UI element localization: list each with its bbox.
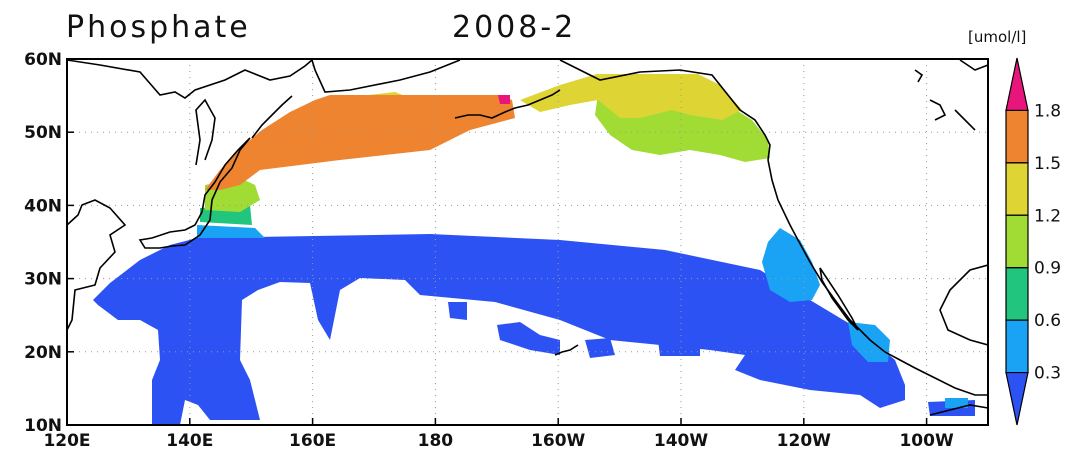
coastline-japan xyxy=(138,137,251,249)
region-blue-patch-d xyxy=(448,302,467,320)
lat-label: 60N xyxy=(24,50,62,70)
colorbar-segment xyxy=(1005,267,1029,321)
coastline-hawaii xyxy=(554,344,579,356)
coastline-kamchatka-sakhalin xyxy=(195,98,216,166)
lon-label: 160W xyxy=(531,431,585,451)
map-title-date: 2008-2 xyxy=(452,10,577,45)
colorbar: 1.8 1.5 1.2 0.9 0.6 0.3 xyxy=(1005,57,1061,426)
lon-label: 160E xyxy=(289,431,336,451)
lon-label: 120E xyxy=(43,431,90,451)
coastline-asia xyxy=(67,199,127,331)
lat-label: 20N xyxy=(24,343,62,363)
region-lightblue-fareast xyxy=(945,398,968,408)
region-blue-patch-c xyxy=(658,340,700,356)
coastline-canada-islands xyxy=(914,59,988,131)
region-orange-north xyxy=(205,95,515,190)
colorbar-segment xyxy=(1005,214,1029,269)
colorbar-segment xyxy=(1005,57,1029,112)
colorbar-segment xyxy=(1005,371,1029,426)
region-lightblue-south xyxy=(848,322,890,362)
coastline-gulf xyxy=(939,264,988,346)
coastline-russia-north xyxy=(67,59,461,99)
lat-label: 50N xyxy=(24,123,62,143)
region-magenta-peak xyxy=(498,95,510,104)
region-blue-band xyxy=(93,234,905,425)
colorbar-units: [umol/l] xyxy=(968,28,1027,46)
lon-label: 100W xyxy=(899,431,953,451)
colorbar-tick-label: 0.3 xyxy=(1034,364,1061,384)
coastline-kuril xyxy=(251,95,293,139)
coastline-central-america xyxy=(929,404,988,416)
coastline-alaska xyxy=(559,59,771,161)
map-title-variable: Phosphate xyxy=(66,10,251,45)
lat-label: 10N xyxy=(24,416,62,436)
map-gridlines xyxy=(67,59,988,425)
region-lightblue-coast xyxy=(762,228,820,302)
coastlines xyxy=(67,59,988,416)
lon-label: 120W xyxy=(777,431,831,451)
map-frame xyxy=(66,58,989,426)
coastline-north-america xyxy=(767,159,988,396)
colorbar-tick-label: 1.2 xyxy=(1034,206,1061,226)
data-layer xyxy=(93,74,975,425)
colorbar-tick-label: 1.5 xyxy=(1034,154,1061,174)
colorbar-segment xyxy=(1005,162,1029,216)
colorbar-tick-label: 0.9 xyxy=(1034,259,1061,279)
latitude-labels: 60N 50N 40N 30N 20N 10N xyxy=(24,50,74,436)
region-blue-patch-a xyxy=(497,322,560,355)
colorbar-segment xyxy=(1005,319,1029,374)
lon-label: 140W xyxy=(654,431,708,451)
longitude-labels: 120E 140E 160E 180 160W 140W 120W 100W xyxy=(43,418,954,451)
lat-label: 40N xyxy=(24,196,62,216)
colorbar-tick-label: 1.8 xyxy=(1034,101,1061,121)
colorbar-segment xyxy=(1005,109,1029,164)
colorbar-tick-label: 0.6 xyxy=(1034,311,1061,331)
coastline-baja xyxy=(819,267,859,331)
lon-label: 140E xyxy=(166,431,213,451)
lon-label: 180 xyxy=(418,431,454,451)
region-yellow-east xyxy=(520,74,742,120)
coastline-aleutians xyxy=(454,89,561,119)
lat-label: 30N xyxy=(24,270,62,290)
region-blue-patch-b xyxy=(585,338,615,358)
region-lightblue-west xyxy=(197,225,265,238)
